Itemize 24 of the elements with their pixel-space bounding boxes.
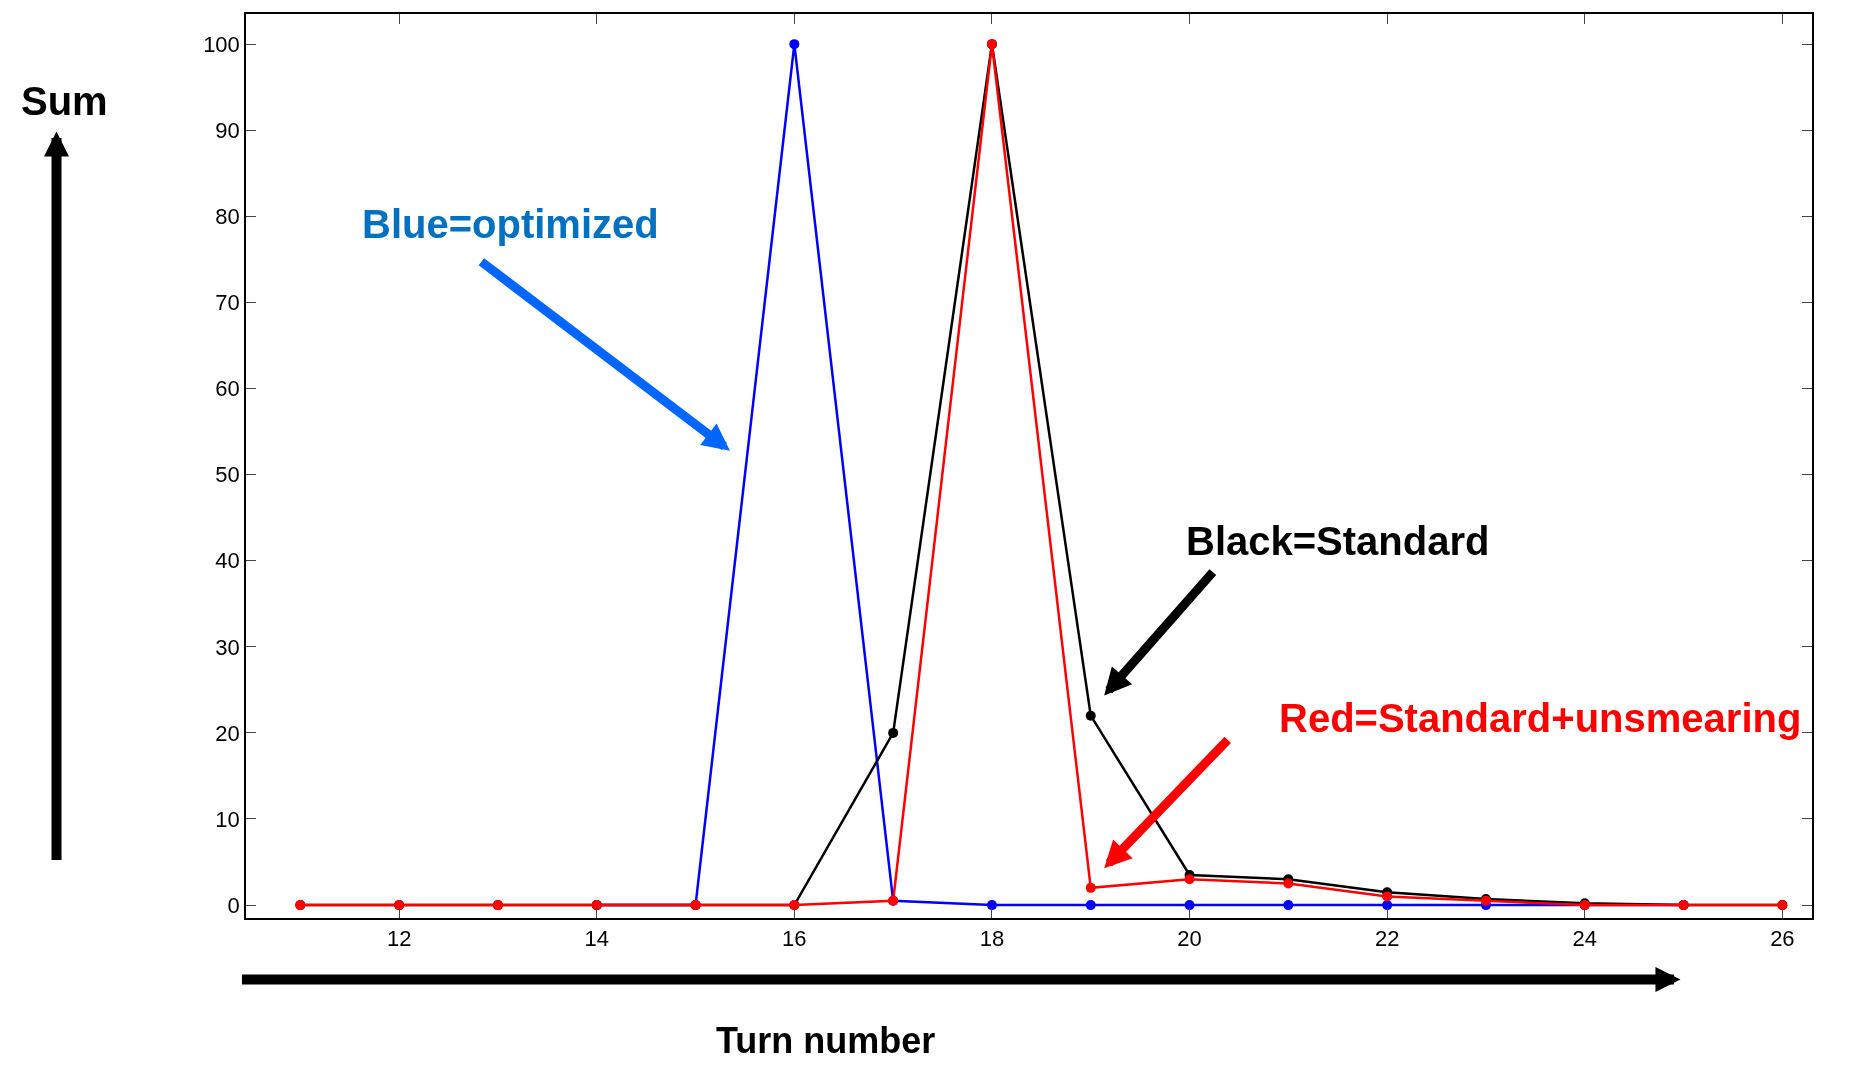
y-tick-label: 10 [215,806,240,832]
y-tick-label: 50 [215,462,240,488]
annotation: Black=Standard [1186,519,1490,563]
y-tick-label: 100 [203,31,240,57]
y-tick-label: 20 [215,720,240,746]
annotation: Blue=optimized [362,202,659,246]
x-tick-label: 26 [1770,926,1795,952]
x-tick-label: 14 [584,926,609,952]
y-tick-label: 30 [215,634,240,660]
x-tick-label: 20 [1177,926,1202,952]
x-tick-label: 18 [979,926,1005,952]
y-axis-title: Sum [21,79,108,123]
y-tick-label: 60 [215,376,240,402]
x-tick-label: 16 [782,926,807,952]
y-tick-label: 80 [215,204,240,230]
y-tick-label: 70 [215,290,240,316]
x-tick-label: 12 [386,926,412,952]
x-tick-label: 22 [1374,926,1400,952]
y-tick-label: 0 [227,892,240,918]
annotation: Red=Standard+unsmearing [1279,696,1802,740]
x-axis-title: Turn number [716,1020,936,1061]
x-tick-label: 24 [1572,926,1597,952]
y-tick-label: 40 [215,548,240,574]
y-tick-label: 90 [215,117,240,143]
